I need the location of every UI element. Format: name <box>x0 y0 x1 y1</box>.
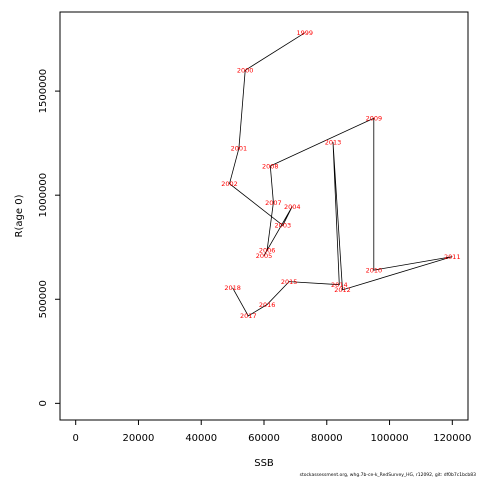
x-tick-label: 0 <box>73 433 79 444</box>
year-label-2006: 2006 <box>259 247 276 255</box>
x-tick-label: 100000 <box>370 433 408 444</box>
y-tick-label: 1500000 <box>38 69 49 114</box>
footer-credit: stockassessment.org, whg.7b-ce-k_RedSurv… <box>299 473 476 478</box>
series <box>229 32 453 317</box>
year-label-2015: 2015 <box>281 278 298 286</box>
year-label-2005: 2005 <box>256 252 273 260</box>
sr-trajectory-line <box>229 32 453 317</box>
year-label-2008: 2008 <box>262 162 279 170</box>
year-label-2004: 2004 <box>284 203 301 211</box>
year-label-2014: 2014 <box>331 281 348 289</box>
x-tick-label: 40000 <box>185 433 217 444</box>
year-label-2018: 2018 <box>224 284 241 292</box>
year-label-2017: 2017 <box>240 312 257 320</box>
y-axis: 0 500000 1000000 1500000 <box>38 69 60 407</box>
year-label-2012: 2012 <box>334 286 351 294</box>
plot-frame <box>59 11 469 421</box>
year-label-2001: 2001 <box>231 145 248 153</box>
year-label-2003: 2003 <box>275 222 292 230</box>
x-tick-label: 120000 <box>433 433 471 444</box>
year-label-2000: 2000 <box>237 67 254 75</box>
x-axis-title: SSB <box>254 458 274 469</box>
year-label-2010: 2010 <box>366 266 383 274</box>
year-label-2011: 2011 <box>444 253 461 261</box>
year-label-1999: 1999 <box>297 29 314 37</box>
x-axis: 0 20000 40000 60000 80000 100000 120000 <box>73 420 471 444</box>
year-label-2007: 2007 <box>265 199 282 207</box>
x-tick-label: 80000 <box>311 433 343 444</box>
x-tick-label: 20000 <box>123 433 155 444</box>
y-tick-label: 1000000 <box>38 173 49 218</box>
year-label-2009: 2009 <box>366 114 383 122</box>
y-tick-label: 0 <box>38 400 49 406</box>
year-label-2002: 2002 <box>221 180 238 188</box>
x-tick-label: 60000 <box>248 433 280 444</box>
y-tick-label: 500000 <box>38 280 49 318</box>
year-label-2013: 2013 <box>325 138 342 146</box>
y-axis-title: R(age 0) <box>14 194 25 237</box>
year-label-2016: 2016 <box>259 301 276 309</box>
